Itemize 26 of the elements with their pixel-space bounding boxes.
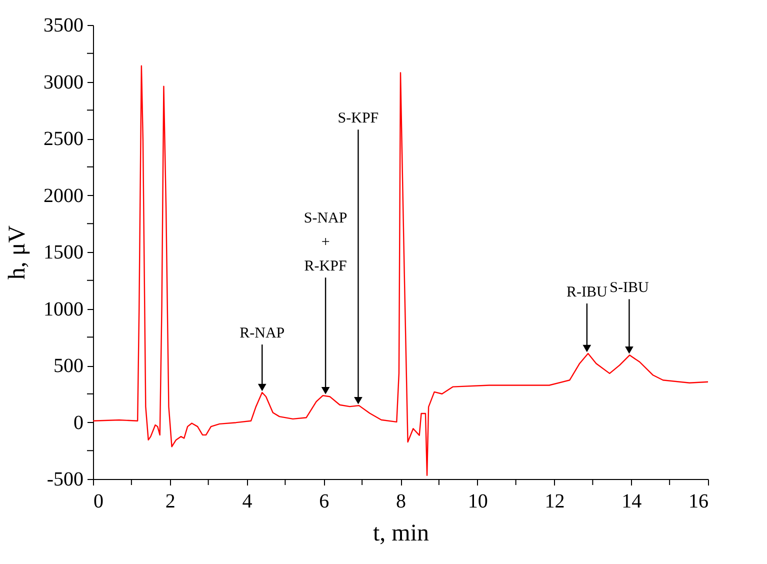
x-tick-label: 2: [165, 490, 176, 512]
annotation: R-NAP: [240, 326, 285, 342]
x-tick-label: 8: [396, 490, 406, 512]
line-series: [92, 65, 709, 476]
x-tick-label: 0: [94, 490, 104, 512]
x-tick-label: 4: [242, 490, 252, 512]
annotation: S-IBU: [610, 280, 649, 296]
y-axis-title: h, μV: [4, 224, 30, 280]
x-axis-title: t, min: [372, 520, 430, 546]
x-tick-label: 12: [544, 490, 565, 512]
y-tick-label: 3500: [44, 14, 84, 36]
y-tick-label: 0: [74, 412, 84, 434]
x-tick-label: 16: [688, 490, 708, 512]
annotation: S-NAP + R-KPF: [304, 210, 348, 275]
x-tick-label: 6: [319, 490, 330, 512]
y-tick-label: 1000: [44, 298, 84, 320]
y-tick-label: -500: [46, 468, 84, 490]
annotation: R-IBU: [566, 284, 608, 300]
y-tick-label: 3000: [44, 71, 84, 94]
y-tick-label: 2000: [44, 184, 84, 207]
y-tick-label: 500: [54, 355, 84, 377]
x-tick-label: 10: [468, 490, 488, 512]
y-tick-label: 1500: [44, 242, 84, 264]
x-tick-label: 14: [622, 490, 642, 512]
annotation: S-KPF: [338, 110, 379, 127]
y-tick-label: 2500: [44, 128, 84, 150]
